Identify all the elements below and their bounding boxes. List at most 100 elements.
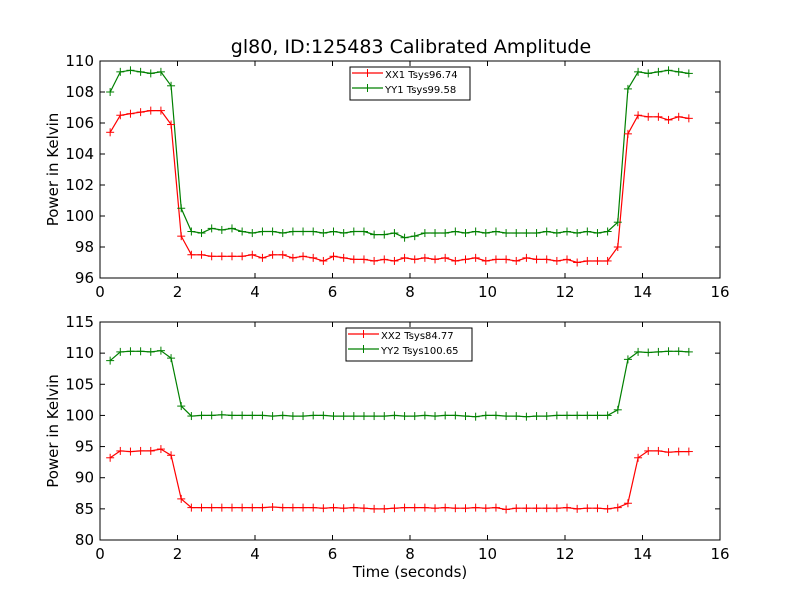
data-point xyxy=(227,224,236,233)
x-tick-label: 4 xyxy=(250,283,260,301)
data-point xyxy=(400,253,409,262)
data-point xyxy=(268,502,277,511)
x-tick-label: 6 xyxy=(328,283,338,301)
data-point xyxy=(349,412,358,421)
x-tick-label: 14 xyxy=(633,545,652,563)
data-point xyxy=(227,411,236,420)
data-point xyxy=(613,243,622,251)
data-point xyxy=(502,255,511,264)
data-point xyxy=(461,255,470,264)
data-point xyxy=(644,69,653,78)
data-point xyxy=(116,67,125,76)
data-point xyxy=(684,69,693,78)
data-point xyxy=(471,227,480,236)
data-point xyxy=(319,504,328,513)
data-point xyxy=(684,114,693,123)
data-point xyxy=(268,227,277,236)
bottom-panel-y-axis-label: Power in Kelvin xyxy=(44,374,62,488)
data-point xyxy=(217,410,226,419)
data-point xyxy=(593,256,602,265)
data-point xyxy=(278,250,287,259)
data-point xyxy=(106,453,115,462)
data-point xyxy=(451,504,460,513)
y-tick-label: 96 xyxy=(75,269,94,287)
legend-key xyxy=(352,84,383,92)
bottom-panel-y-ticks: 80 85 90 95 100 105 110 115 xyxy=(65,313,720,549)
data-point xyxy=(491,255,500,264)
data-point xyxy=(410,255,419,264)
x-tick-label: 6 xyxy=(328,545,338,563)
data-point xyxy=(258,253,267,262)
data-point xyxy=(299,252,308,261)
data-point xyxy=(481,229,490,238)
data-point xyxy=(329,503,338,512)
data-point xyxy=(644,348,653,357)
data-point xyxy=(197,411,206,420)
data-point xyxy=(674,67,683,76)
top-panel-markers xyxy=(106,66,693,267)
y-tick-label: 98 xyxy=(75,238,94,256)
data-point xyxy=(187,227,196,236)
data-point xyxy=(370,230,379,239)
data-point xyxy=(573,229,582,238)
y-tick-label: 115 xyxy=(65,313,94,331)
data-point xyxy=(339,253,348,262)
series-line-xx2 xyxy=(109,448,689,511)
x-tick-label: 16 xyxy=(710,545,729,563)
data-point xyxy=(461,229,470,238)
data-point xyxy=(420,411,429,420)
data-point xyxy=(197,250,206,259)
data-point xyxy=(410,412,419,421)
data-point xyxy=(400,503,409,512)
data-point xyxy=(227,503,236,512)
y-tick-label: 90 xyxy=(75,469,94,487)
data-point xyxy=(258,227,267,236)
data-point xyxy=(248,503,257,512)
data-point xyxy=(278,411,287,420)
data-point xyxy=(623,129,632,138)
data-point xyxy=(207,252,216,261)
top-panel: 0 2 4 6 8 10 12 14 16 96 98 100 102 104 106 108 110 Pow… xyxy=(44,52,730,301)
data-point xyxy=(441,411,450,420)
data-point xyxy=(512,256,521,265)
data-point xyxy=(299,227,308,236)
data-point xyxy=(552,504,561,513)
data-point xyxy=(116,446,125,455)
data-point xyxy=(380,412,389,421)
y-tick-label: 110 xyxy=(65,52,94,70)
data-point xyxy=(613,503,622,512)
data-point xyxy=(532,255,541,264)
data-point xyxy=(552,256,561,265)
y-tick-label: 100 xyxy=(65,406,94,424)
data-point xyxy=(146,347,155,356)
data-point xyxy=(451,227,460,236)
data-point xyxy=(238,503,247,512)
data-point xyxy=(106,128,115,137)
x-tick-label: 0 xyxy=(95,283,105,301)
data-point xyxy=(491,503,500,512)
data-point xyxy=(603,256,612,265)
data-point xyxy=(400,233,409,242)
data-point xyxy=(573,258,582,267)
data-point xyxy=(116,347,125,356)
data-point xyxy=(370,504,379,513)
data-point xyxy=(319,229,328,238)
data-point xyxy=(238,411,247,420)
data-point xyxy=(207,411,216,420)
data-point xyxy=(238,227,247,236)
data-point xyxy=(380,230,389,239)
data-point xyxy=(370,412,379,421)
x-tick-label: 10 xyxy=(478,545,497,563)
data-point xyxy=(563,227,572,236)
data-point xyxy=(248,250,257,259)
data-point xyxy=(634,347,643,356)
data-point xyxy=(654,446,663,455)
bottom-panel-legend-keys xyxy=(348,330,379,353)
data-point xyxy=(552,411,561,420)
data-point xyxy=(674,447,683,456)
data-point xyxy=(167,354,176,363)
x-tick-label: 12 xyxy=(555,283,574,301)
data-point xyxy=(248,411,257,420)
data-point xyxy=(552,229,561,238)
data-point xyxy=(390,411,399,420)
